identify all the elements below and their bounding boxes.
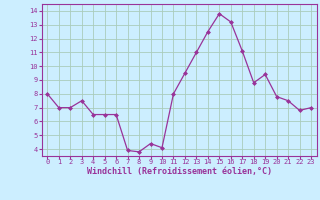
X-axis label: Windchill (Refroidissement éolien,°C): Windchill (Refroidissement éolien,°C): [87, 167, 272, 176]
